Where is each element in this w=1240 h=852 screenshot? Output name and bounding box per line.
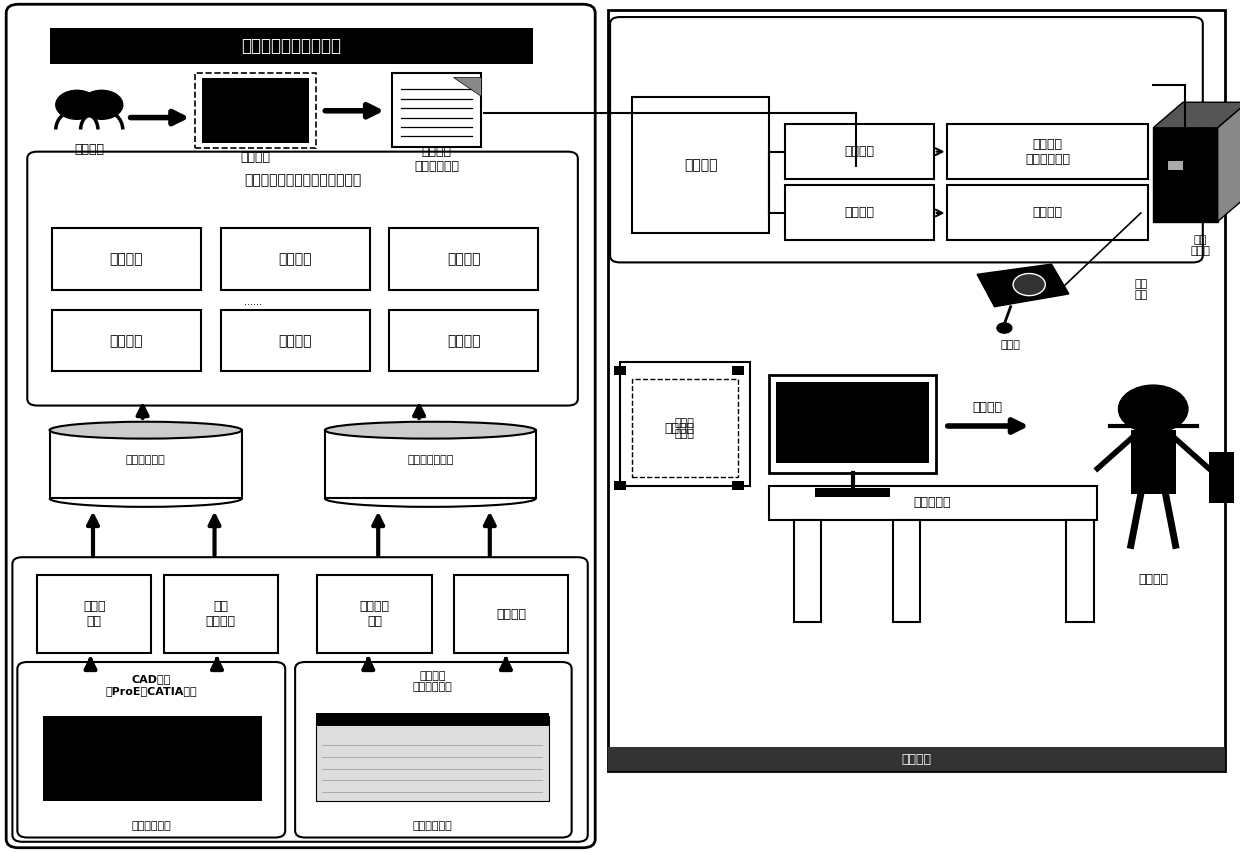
Text: 量具信息: 量具信息 xyxy=(446,252,481,266)
FancyBboxPatch shape xyxy=(17,662,285,838)
FancyBboxPatch shape xyxy=(27,152,578,406)
Text: 装配引导: 装配引导 xyxy=(972,400,1002,414)
Text: 增强装配
工艺步骤文件: 增强装配 工艺步骤文件 xyxy=(414,146,459,173)
Bar xyxy=(620,362,750,486)
Text: 装配工作台: 装配工作台 xyxy=(914,496,951,509)
Bar xyxy=(769,375,936,473)
Text: 增强装配
工艺文件信息: 增强装配 工艺文件信息 xyxy=(1025,138,1070,165)
Bar xyxy=(454,575,568,653)
Text: 装配产品设计: 装配产品设计 xyxy=(131,821,171,832)
Bar xyxy=(785,124,934,179)
Bar xyxy=(43,716,262,801)
Bar xyxy=(785,185,934,240)
Bar xyxy=(317,575,432,653)
Text: 工艺人员: 工艺人员 xyxy=(74,142,104,156)
Text: 装配工艺设计: 装配工艺设计 xyxy=(413,821,453,832)
Text: 真实场景: 真实场景 xyxy=(844,206,874,220)
Bar xyxy=(389,310,538,371)
Text: 基本装配工艺库: 基本装配工艺库 xyxy=(407,455,454,465)
FancyBboxPatch shape xyxy=(610,17,1203,262)
Text: 虚实融合: 虚实融合 xyxy=(683,158,718,172)
Bar xyxy=(195,73,316,148)
Text: 工作台
帧视图: 工作台 帧视图 xyxy=(675,417,694,440)
Bar xyxy=(816,488,890,497)
Bar xyxy=(389,228,538,290)
Bar xyxy=(37,575,151,653)
Polygon shape xyxy=(977,264,1069,307)
Text: 零件信息: 零件信息 xyxy=(109,252,144,266)
Bar xyxy=(392,73,481,147)
Text: 装配工艺
数据管理系统: 装配工艺 数据管理系统 xyxy=(413,671,453,693)
Bar xyxy=(769,486,1097,520)
Text: 路径信息: 路径信息 xyxy=(278,252,312,266)
Text: 装配现场: 装配现场 xyxy=(901,752,931,766)
Bar xyxy=(732,366,744,375)
Circle shape xyxy=(81,90,123,119)
Bar xyxy=(316,713,549,726)
Bar xyxy=(608,10,1225,771)
Text: 摄像头: 摄像头 xyxy=(1001,340,1021,350)
Bar xyxy=(50,28,533,64)
Text: 增强装配工艺信息的组织与管理: 增强装配工艺信息的组织与管理 xyxy=(244,174,361,187)
Bar xyxy=(1168,162,1183,170)
Text: 手工辅助装配应用系统: 手工辅助装配应用系统 xyxy=(242,37,341,55)
Bar xyxy=(1153,128,1218,222)
Bar xyxy=(1209,452,1234,503)
Polygon shape xyxy=(453,77,481,96)
Text: 物料清单: 物料清单 xyxy=(496,607,526,621)
Ellipse shape xyxy=(325,422,536,439)
Bar xyxy=(1066,520,1094,622)
Bar xyxy=(221,310,370,371)
Ellipse shape xyxy=(50,422,242,439)
Bar xyxy=(632,379,738,477)
Bar xyxy=(50,430,242,498)
Circle shape xyxy=(1118,385,1188,433)
Text: 辅料信息: 辅料信息 xyxy=(109,334,144,348)
Text: 本地
计算机: 本地 计算机 xyxy=(1190,234,1210,256)
Bar xyxy=(202,78,309,143)
Text: 装配工人: 装配工人 xyxy=(1138,573,1168,586)
Bar xyxy=(325,430,536,498)
Text: 装配工艺
文档: 装配工艺 文档 xyxy=(360,601,389,628)
Circle shape xyxy=(56,90,98,119)
Bar xyxy=(1131,430,1176,494)
Bar xyxy=(316,716,549,801)
Bar xyxy=(164,575,278,653)
Bar xyxy=(632,97,769,233)
Bar xyxy=(52,310,201,371)
Text: 虚拟信息: 虚拟信息 xyxy=(844,145,874,158)
Text: 融合视频: 融合视频 xyxy=(665,422,694,435)
Text: 轻量化
模型: 轻量化 模型 xyxy=(83,601,105,628)
Circle shape xyxy=(997,323,1012,333)
Bar xyxy=(52,228,201,290)
FancyBboxPatch shape xyxy=(6,4,595,848)
Text: CAD软件
（ProE、CATIA等）: CAD软件 （ProE、CATIA等） xyxy=(105,674,197,696)
Bar xyxy=(776,382,929,463)
Text: 工装信息: 工装信息 xyxy=(278,334,312,348)
Bar xyxy=(614,366,626,375)
Text: 视频信息: 视频信息 xyxy=(1033,206,1063,220)
Bar xyxy=(221,228,370,290)
Text: ......: ...... xyxy=(244,296,262,307)
Polygon shape xyxy=(1218,102,1240,222)
Text: 视频
采集: 视频 采集 xyxy=(1135,279,1147,301)
FancyBboxPatch shape xyxy=(295,662,572,838)
Bar xyxy=(732,481,744,490)
Bar xyxy=(608,747,1225,771)
Text: 交互界面: 交互界面 xyxy=(241,151,270,164)
Bar xyxy=(794,520,821,622)
Text: 工具信息: 工具信息 xyxy=(446,334,481,348)
Bar xyxy=(947,185,1148,240)
Bar xyxy=(614,481,626,490)
Text: 位姿
信息文件: 位姿 信息文件 xyxy=(206,601,236,628)
FancyBboxPatch shape xyxy=(12,557,588,842)
Circle shape xyxy=(1013,273,1045,296)
Text: 可视化信息库: 可视化信息库 xyxy=(125,455,166,465)
Bar xyxy=(947,124,1148,179)
Bar xyxy=(893,520,920,622)
Polygon shape xyxy=(1153,102,1240,128)
